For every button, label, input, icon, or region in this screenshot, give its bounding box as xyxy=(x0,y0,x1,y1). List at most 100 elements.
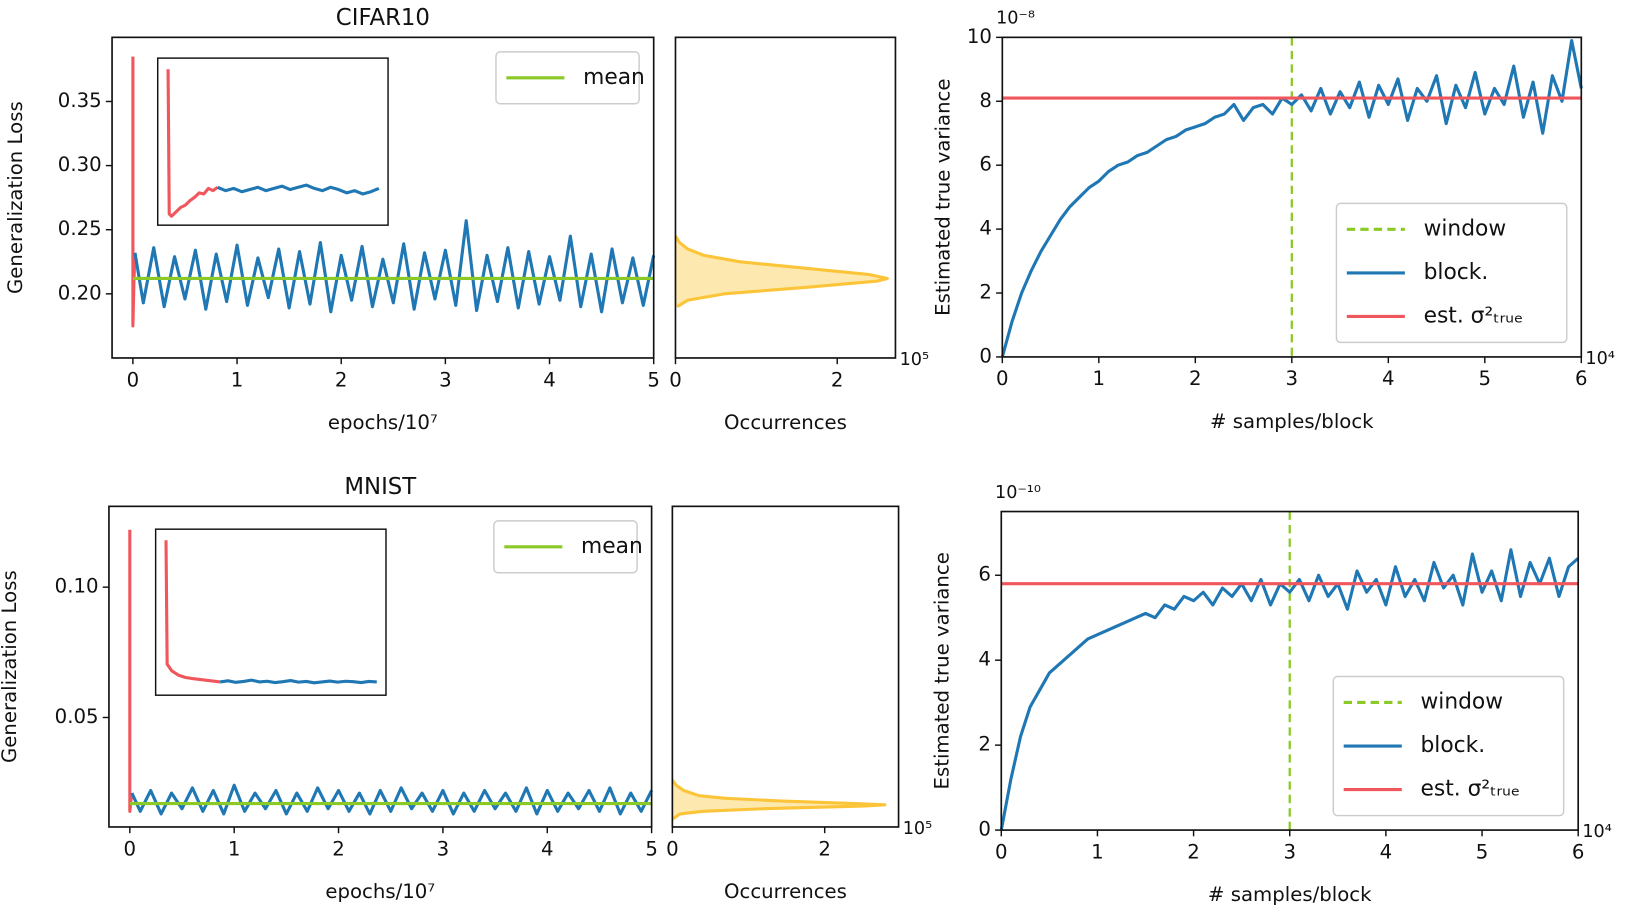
axes-frame xyxy=(108,505,653,828)
y-axis-label: Estimated true variance xyxy=(932,78,955,315)
x-tick-label: 3 xyxy=(1283,840,1296,863)
y-tick-label: 0 xyxy=(979,344,992,367)
panel: 0 2 Occurrences 10⁵ xyxy=(669,36,929,434)
y-axis-label: Generalization Loss xyxy=(4,101,27,294)
y-axis-label: Generalization Loss xyxy=(0,570,21,763)
axes-frame xyxy=(1001,36,1583,358)
x-axis-label: Occurrences xyxy=(724,411,847,434)
y-tick-label: 4 xyxy=(978,648,991,671)
y-offset-label: 10⁻⁸ xyxy=(996,9,1035,29)
legend-box xyxy=(495,51,640,105)
x-offset-label: 10⁵ xyxy=(900,350,929,370)
legend-label: window xyxy=(1424,216,1507,241)
legend-label: mean xyxy=(581,534,643,559)
x-tick-label: 1 xyxy=(228,837,241,860)
series-line xyxy=(131,56,137,328)
series-line xyxy=(1000,38,1583,358)
legend-label: window xyxy=(1420,689,1503,714)
density-line xyxy=(674,235,889,309)
series-line xyxy=(999,548,1580,831)
x-tick-label: 4 xyxy=(1380,840,1393,863)
x-tick-label: 5 xyxy=(647,368,660,391)
x-tick-label: 1 xyxy=(1093,367,1106,390)
y-tick-label: 2 xyxy=(978,733,991,756)
panel: MNIST 0 1 2 3 4 5 0.05 0.10 epochs/10⁷ Generalizat… xyxy=(0,474,658,903)
y-tick-label: 6 xyxy=(978,563,991,586)
y-tick-label: 0.35 xyxy=(58,89,102,112)
y-offset-label: 10⁻¹⁰ xyxy=(995,483,1041,503)
x-tick-label: 1 xyxy=(231,368,244,391)
panel: 0 1 2 3 4 5 6 0 2 4 6 # samples/block Estimated true… xyxy=(931,483,1612,906)
chart-title: CIFAR10 xyxy=(336,5,430,31)
density-fill xyxy=(675,236,888,307)
x-tick-label: 0 xyxy=(669,368,682,391)
panel: 0 2 Occurrences 10⁵ xyxy=(666,505,933,903)
x-tick-label: 5 xyxy=(645,837,658,860)
y-tick-label: 0.10 xyxy=(55,575,99,598)
x-tick-label: 5 xyxy=(1479,367,1492,390)
x-axis-label: epochs/10⁷ xyxy=(328,411,438,434)
series-line xyxy=(219,678,377,685)
legend-box xyxy=(1335,202,1568,344)
x-offset-label: 10⁴ xyxy=(1582,822,1612,842)
y-tick-label: 10 xyxy=(967,25,992,48)
series-line xyxy=(217,183,380,196)
x-axis-label: # samples/block xyxy=(1210,410,1374,433)
x-offset-label: 10⁴ xyxy=(1585,349,1615,369)
y-tick-label: 0 xyxy=(978,818,991,841)
legend-label: est. σ²ₜᵣᵤₑ xyxy=(1420,777,1520,802)
x-axis-label: # samples/block xyxy=(1208,883,1372,906)
series-line xyxy=(130,783,654,816)
x-axis-label: Occurrences xyxy=(724,880,847,903)
x-tick-label: 2 xyxy=(332,837,345,860)
x-tick-label: 4 xyxy=(1382,367,1395,390)
x-tick-label: 2 xyxy=(1189,367,1202,390)
x-tick-label: 2 xyxy=(831,368,844,391)
legend-box xyxy=(493,520,638,574)
legend-label: mean xyxy=(583,65,645,90)
x-tick-label: 0 xyxy=(124,837,137,860)
x-offset-label: 10⁵ xyxy=(903,819,933,839)
legend-label: block. xyxy=(1420,733,1485,758)
y-tick-label: 6 xyxy=(979,153,992,176)
y-tick-label: 0.25 xyxy=(58,217,102,240)
x-tick-label: 0 xyxy=(995,840,1008,863)
y-axis-label: Estimated true variance xyxy=(931,552,954,789)
legend-label: est. σ²ₜᵣᵤₑ xyxy=(1424,303,1524,328)
x-tick-label: 2 xyxy=(818,837,831,860)
x-tick-label: 1 xyxy=(1091,840,1104,863)
series-line xyxy=(166,69,219,218)
axes-frame xyxy=(111,36,655,359)
series-line xyxy=(133,219,656,314)
panel: 0 1 2 3 4 5 6 0 2 4 6 8 10 # samples/block Estimated t… xyxy=(932,9,1615,433)
axes-frame xyxy=(1000,510,1580,831)
x-tick-label: 5 xyxy=(1476,840,1489,863)
x-tick-label: 4 xyxy=(541,837,554,860)
chart-title: MNIST xyxy=(344,474,416,500)
x-axis-label: epochs/10⁷ xyxy=(325,880,435,903)
legend-box xyxy=(1332,675,1565,817)
axes-frame xyxy=(674,36,897,359)
x-tick-label: 0 xyxy=(996,367,1009,390)
y-tick-label: 4 xyxy=(979,217,992,240)
y-tick-label: 0.30 xyxy=(58,153,102,176)
figure-content: CIFAR10 0 1 2 3 4 5 0.20 0.25 0.30 0.35 epochs/10⁷ G… xyxy=(0,5,1615,906)
y-tick-label: 0.05 xyxy=(55,705,99,728)
x-tick-label: 3 xyxy=(1286,367,1299,390)
x-tick-label: 0 xyxy=(127,368,140,391)
x-tick-label: 2 xyxy=(1187,840,1200,863)
inset-frame xyxy=(154,528,387,696)
x-tick-label: 2 xyxy=(335,368,348,391)
x-tick-label: 6 xyxy=(1572,840,1585,863)
density-line xyxy=(671,779,887,821)
axes-frame xyxy=(671,505,900,828)
series-line xyxy=(164,540,221,684)
x-tick-label: 6 xyxy=(1575,367,1588,390)
x-tick-label: 3 xyxy=(439,368,452,391)
y-tick-label: 8 xyxy=(979,89,992,112)
x-tick-label: 3 xyxy=(437,837,450,860)
x-tick-label: 0 xyxy=(666,837,679,860)
panel: CIFAR10 0 1 2 3 4 5 0.20 0.25 0.30 0.35 epochs/10⁷ G… xyxy=(4,5,660,434)
